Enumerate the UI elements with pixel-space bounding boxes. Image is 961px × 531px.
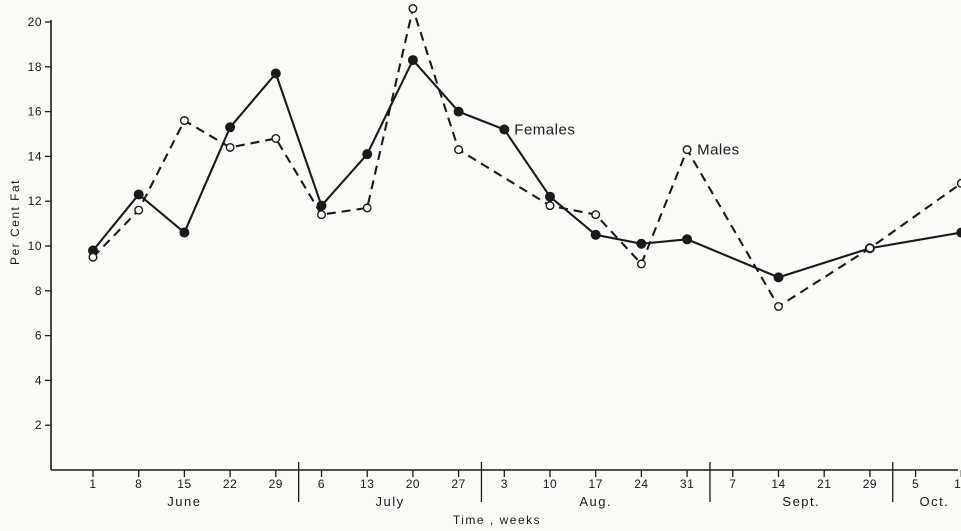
males-data-point [271, 133, 281, 143]
females-series-line [92, 59, 961, 279]
x-axis-title: Time , weeks [453, 513, 541, 527]
month-label: Oct. [920, 494, 950, 509]
x-tick-label: 17 [589, 477, 603, 491]
males-data-point [179, 116, 189, 126]
x-tick-label: 8 [135, 477, 142, 491]
males-data-point [956, 178, 961, 188]
females-data-point [407, 55, 418, 66]
x-axis: 1 8 15 22 29 6 13 20 27 3 10 17 24 31 7 14 21 29 5 12 June Ju… [51, 462, 961, 509]
females-data-point [179, 227, 190, 238]
annotations-layer: Females Males [514, 122, 739, 159]
y-tick-label: 12 [28, 194, 42, 208]
x-tick-label: 10 [543, 477, 557, 491]
females-data-point [316, 200, 327, 211]
x-tick-label: 29 [269, 477, 283, 491]
x-tick-label: 20 [406, 477, 420, 491]
x-tick-label: 13 [360, 477, 374, 491]
x-tick-label: 5 [912, 477, 919, 491]
y-tick-label: 14 [28, 149, 42, 163]
x-tick-label: 12 [954, 477, 961, 491]
females-data-point [225, 122, 236, 133]
y-axis-title: Per Cent Fat [8, 179, 22, 265]
females-series-label: Females [514, 122, 575, 139]
females-data-point [453, 106, 464, 117]
males-data-point [774, 301, 784, 311]
y-tick-label: 4 [35, 373, 42, 387]
x-tick-label: 22 [223, 477, 237, 491]
females-data-point [499, 124, 510, 135]
females-data-point [773, 272, 784, 283]
females-data-point [270, 68, 281, 79]
y-tick-label: 18 [28, 60, 42, 74]
males-data-point [682, 145, 692, 155]
males-data-point [545, 201, 555, 211]
males-data-point [636, 259, 646, 269]
y-tick-label: 16 [28, 105, 42, 119]
x-tick-label: 27 [451, 477, 465, 491]
males-data-point [88, 252, 98, 262]
males-data-point [408, 4, 418, 14]
females-data-point [133, 189, 144, 200]
y-tick-label: 6 [35, 329, 42, 343]
x-tick-label: 14 [771, 477, 785, 491]
males-data-point [134, 205, 144, 215]
x-tick-label: 6 [318, 477, 325, 491]
males-data-point [454, 145, 464, 155]
month-label: Aug. [579, 494, 612, 509]
x-tick-label: 31 [680, 477, 694, 491]
males-data-point [591, 210, 601, 220]
males-data-point [225, 142, 235, 152]
females-data-point [590, 229, 601, 240]
y-tick-label: 8 [35, 284, 42, 298]
females-data-point [545, 191, 556, 202]
series-layer [87, 4, 961, 311]
month-label: July [375, 494, 404, 509]
month-label: June [167, 494, 201, 509]
females-data-point [956, 227, 961, 238]
y-tick-label: 20 [28, 15, 42, 29]
y-tick-label: 10 [28, 239, 42, 253]
y-axis: 2 4 6 8 10 12 14 16 18 20 [28, 15, 52, 470]
females-data-point [682, 234, 693, 245]
males-series-line [92, 7, 961, 308]
males-data-point [317, 210, 327, 220]
males-series-label: Males [697, 142, 740, 159]
males-data-point [865, 243, 875, 253]
males-data-point [362, 203, 372, 213]
females-data-point [362, 149, 373, 160]
month-label: Sept. [782, 494, 820, 509]
y-tick-label: 2 [35, 418, 42, 432]
x-tick-label: 15 [177, 477, 191, 491]
x-tick-label: 29 [863, 477, 877, 491]
x-tick-label: 3 [501, 477, 508, 491]
x-tick-label: 1 [89, 477, 96, 491]
x-tick-label: 7 [729, 477, 736, 491]
x-tick-label: 21 [817, 477, 831, 491]
x-tick-label: 24 [634, 477, 648, 491]
females-data-point [636, 238, 647, 249]
